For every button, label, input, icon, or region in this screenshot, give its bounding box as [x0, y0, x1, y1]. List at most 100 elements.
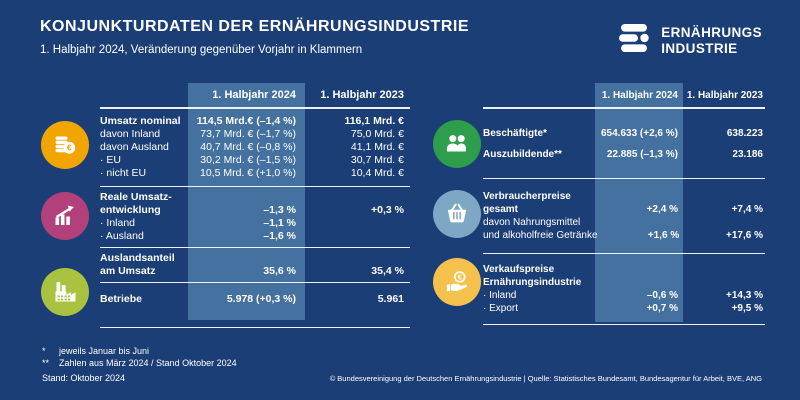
- table-row: · nicht EU 10,5 Mrd. € (+1,0 %) 10,4 Mrd…: [100, 167, 410, 180]
- row-value-2023: 75,0 Mrd. €: [350, 127, 404, 140]
- ernaehrungsindustrie-logo-icon: [618, 23, 652, 58]
- row-value-2024: 40,7 Mrd. € (–0,8 %): [200, 140, 296, 153]
- row-label: Auszubildende**: [483, 148, 562, 160]
- table-row: davon Ausland 40,7 Mrd. € (–0,8 %) 41,1 …: [100, 141, 410, 154]
- row-value-2023: +0,3 %: [371, 203, 404, 216]
- row-label: davon Ausland: [100, 140, 169, 153]
- table-row: · Inland –1,1 %: [100, 217, 410, 230]
- separator: [100, 246, 410, 248]
- row-value-2023: 35,4 %: [371, 264, 404, 277]
- separator: [483, 177, 765, 179]
- brand-logo: ERNÄHRUNGS INDUSTRIE: [618, 23, 762, 58]
- row-label: · EU: [100, 153, 121, 166]
- column-highlight-2024: [595, 83, 683, 322]
- people-icon: [433, 120, 481, 168]
- table-row: Auslandsanteil: [100, 252, 410, 265]
- table-row: · Inland –0,6 % +14,3 %: [483, 289, 765, 302]
- table-row: Betriebe 5.978 (+0,3 %) 5.961: [100, 293, 410, 306]
- row-label: und alkoholfreie Getränke: [483, 229, 598, 241]
- left-data-table: 1. Halbjahr 2024 1. Halbjahr 2023 Umsatz…: [100, 83, 410, 328]
- row-label: Auslandsanteil: [100, 251, 175, 264]
- row-label: Betriebe: [100, 292, 143, 305]
- row-label: gesamt: [483, 203, 519, 215]
- section-reale-umsatzentwicklung: Reale Umsatz- entwicklung –1,3 % +0,3 % …: [100, 187, 410, 247]
- section-verkaufspreise: Verkaufspreise Ernährungsindustrie · Inl…: [483, 254, 765, 324]
- row-value-2023: +9,5 %: [731, 302, 763, 314]
- brand-logo-line1: ERNÄHRUNGS: [661, 25, 762, 41]
- column-header-2023: 1. Halbjahr 2023: [686, 89, 763, 101]
- column-header-2024: 1. Halbjahr 2024: [212, 89, 296, 101]
- row-value-2024: –1,1 %: [263, 216, 296, 229]
- stand-date: Stand: Oktober 2024: [42, 373, 126, 383]
- right-data-table: 1. Halbjahr 2024 1. Halbjahr 2023 Beschä…: [483, 83, 765, 325]
- table-row: am Umsatz 35,6 % 35,4 %: [100, 265, 410, 278]
- page-title: KONJUNKTURDATEN DER ERNÄHRUNGSINDUSTRIE: [40, 18, 469, 35]
- row-label: · Ausland: [100, 229, 144, 242]
- row-label: davon Inland: [100, 127, 161, 140]
- section-auslandsanteil: Auslandsanteil am Umsatz 35,6 % 35,4 %: [100, 248, 410, 282]
- table-row: Umsatz nominal 114,5 Mrd.€ (–1,4 %) 116,…: [100, 115, 410, 128]
- row-value-2024: +0,7 %: [646, 302, 678, 314]
- table-row: Beschäftigte* 654.633 (+2,6 %) 638.223: [483, 127, 765, 140]
- separator: [100, 281, 410, 283]
- table-row: Ernährungsindustrie: [483, 276, 765, 289]
- row-value-2023: 638.223: [726, 127, 763, 139]
- row-value-2024: 22.885 (–1,3 %): [606, 148, 678, 160]
- row-value-2024: 654.633 (+2,6 %): [601, 127, 678, 139]
- row-label: · Export: [483, 302, 519, 314]
- row-label: Umsatz nominal: [100, 114, 181, 127]
- euro-coins-icon: €: [41, 121, 89, 169]
- row-label: Verkaufspreise: [483, 263, 555, 275]
- table-row: Auszubildende** 22.885 (–1,3 %) 23.186: [483, 148, 765, 161]
- row-label: · nicht EU: [100, 166, 147, 179]
- table-row: · Ausland –1,6 %: [100, 230, 410, 243]
- footnote-1-text: jeweils Januar bis Juni: [59, 346, 150, 356]
- table-row: davon Inland 73,7 Mrd. € (–1,7 %) 75,0 M…: [100, 128, 410, 141]
- row-value-2024: 114,5 Mrd.€ (–1,4 %): [196, 114, 296, 127]
- svg-text:€: €: [458, 273, 463, 282]
- row-value-2024: +1,6 %: [647, 229, 680, 241]
- table-header-row: 1. Halbjahr 2024 1. Halbjahr 2023: [100, 83, 410, 107]
- basket-icon: [433, 190, 481, 238]
- svg-text:€: €: [67, 143, 72, 153]
- table-header-row: 1. Halbjahr 2024 1. Halbjahr 2023: [483, 83, 765, 107]
- table-row: Reale Umsatz-: [100, 191, 410, 204]
- footnote-1-mark: *: [42, 346, 46, 356]
- footnote-2-mark: **: [42, 358, 50, 368]
- header-divider: [100, 107, 410, 109]
- row-value-2023: +14,3 %: [726, 289, 763, 301]
- row-label: Ernährungsindustrie: [483, 276, 582, 288]
- row-value-2024: –1,6 %: [263, 229, 296, 242]
- header-divider: [483, 107, 765, 109]
- footnote-1: * jeweils Januar bis Juni: [42, 346, 149, 356]
- row-label: Reale Umsatz-: [100, 190, 172, 203]
- section-verbraucherpreise: Verbraucherpreise gesamt +2,4 % +7,4 % d…: [483, 179, 765, 253]
- footnote-2-text: Zahlen aus März 2024 / Stand Oktober 202…: [59, 358, 237, 368]
- row-value-2023: 41,1 Mrd. €: [350, 140, 404, 153]
- table-row: davon Nahrungsmittel: [483, 216, 765, 229]
- separator: [100, 185, 410, 187]
- row-value-2023: 10,4 Mrd. €: [350, 166, 404, 179]
- table-row: entwicklung –1,3 % +0,3 %: [100, 204, 410, 217]
- row-value-2023: 30,7 Mrd. €: [350, 153, 404, 166]
- separator: [483, 323, 765, 325]
- row-value-2024: 73,7 Mrd. € (–1,7 %): [200, 127, 296, 140]
- row-value-2024: 35,6 %: [263, 264, 296, 277]
- row-value-2023: 5.961: [377, 292, 404, 305]
- table-row: · EU 30,2 Mrd. € (–1,5 %) 30,7 Mrd. €: [100, 154, 410, 167]
- factory-icon: [41, 268, 89, 316]
- row-label: entwicklung: [100, 203, 161, 216]
- row-label: · Inland: [100, 216, 136, 229]
- row-label: am Umsatz: [100, 264, 156, 277]
- page-subtitle: 1. Halbjahr 2024, Veränderung gegenüber …: [40, 44, 363, 56]
- column-highlight-2024: [188, 83, 305, 320]
- footnote-2: ** Zahlen aus März 2024 / Stand Oktober …: [42, 358, 237, 368]
- row-value-2024: +2,4 %: [646, 203, 678, 215]
- brand-logo-text: ERNÄHRUNGS INDUSTRIE: [661, 25, 762, 55]
- row-value-2024: –0,6 %: [646, 289, 678, 301]
- column-header-2023: 1. Halbjahr 2023: [320, 89, 404, 101]
- table-row: Verbraucherpreise: [483, 190, 765, 203]
- row-value-2023: +17,6 %: [726, 229, 763, 241]
- row-value-2023: 116,1 Mrd. €: [344, 114, 404, 127]
